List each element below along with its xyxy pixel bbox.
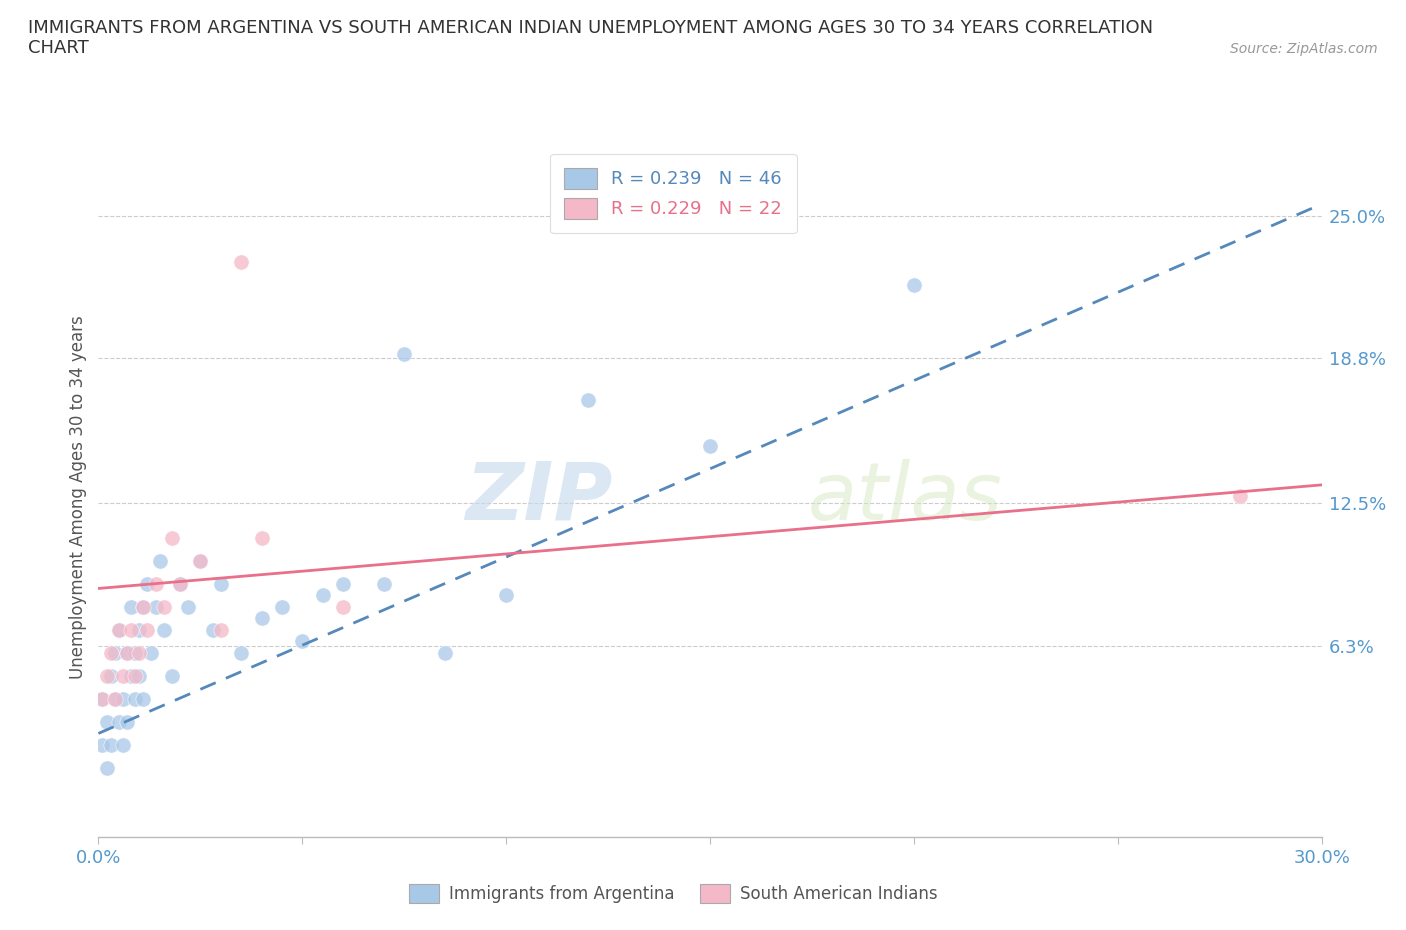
Point (160, 669, 183, 684)
Point (152, 600, 174, 615)
Point (108, 714, 131, 729)
Point (115, 645, 138, 660)
Point (250, 530, 273, 545)
Point (91, 737, 114, 752)
Point (115, 714, 138, 729)
Point (332, 577, 354, 591)
Point (120, 669, 142, 684)
Point (124, 669, 146, 684)
Point (100, 669, 122, 684)
Point (124, 645, 146, 660)
Text: IMMIGRANTS FROM ARGENTINA VS SOUTH AMERICAN INDIAN UNEMPLOYMENT AMONG AGES 30 TO: IMMIGRANTS FROM ARGENTINA VS SOUTH AMERI… (28, 19, 1153, 58)
Point (145, 600, 167, 615)
Point (111, 692, 134, 707)
Point (160, 530, 183, 545)
Point (108, 622, 131, 637)
Point (132, 600, 155, 615)
Legend: Immigrants from Argentina, South American Indians: Immigrants from Argentina, South America… (402, 878, 943, 910)
Point (136, 622, 159, 637)
Point (111, 669, 134, 684)
Point (209, 622, 232, 637)
Point (177, 600, 200, 615)
Point (124, 692, 146, 707)
Point (91, 692, 114, 707)
Point (903, 277, 925, 292)
Point (96, 669, 118, 684)
Point (120, 622, 142, 637)
Point (270, 600, 294, 615)
Point (96, 714, 118, 729)
Point (201, 622, 224, 637)
Point (128, 645, 150, 660)
Point (188, 553, 212, 568)
Point (231, 645, 253, 660)
Point (108, 622, 131, 637)
Point (332, 600, 354, 615)
Point (115, 645, 138, 660)
Point (120, 600, 142, 615)
Point (373, 577, 395, 591)
Point (169, 577, 191, 591)
Point (576, 392, 599, 407)
Point (136, 577, 159, 591)
Point (111, 737, 134, 752)
Text: ZIP: ZIP (465, 458, 612, 537)
Point (434, 645, 457, 660)
Point (96, 761, 118, 776)
Point (291, 634, 314, 649)
Point (312, 588, 335, 603)
Point (209, 577, 232, 591)
Point (169, 577, 191, 591)
Point (100, 737, 122, 752)
Point (132, 692, 155, 707)
Point (392, 346, 416, 361)
Point (104, 692, 127, 707)
Text: Source: ZipAtlas.com: Source: ZipAtlas.com (1230, 42, 1378, 56)
Point (1229, 489, 1251, 504)
Point (100, 645, 122, 660)
Point (104, 645, 127, 660)
Point (231, 254, 253, 269)
Point (145, 577, 167, 591)
Point (91, 692, 114, 707)
Point (128, 669, 150, 684)
Point (128, 622, 150, 637)
Point (132, 600, 155, 615)
Y-axis label: Unemployment Among Ages 30 to 34 years: Unemployment Among Ages 30 to 34 years (69, 315, 87, 680)
Point (152, 622, 174, 637)
Point (149, 553, 172, 568)
Point (188, 553, 212, 568)
Point (250, 611, 273, 626)
Point (495, 588, 517, 603)
Point (699, 438, 721, 453)
Point (141, 645, 163, 660)
Point (104, 692, 127, 707)
Text: atlas: atlas (808, 458, 1002, 537)
